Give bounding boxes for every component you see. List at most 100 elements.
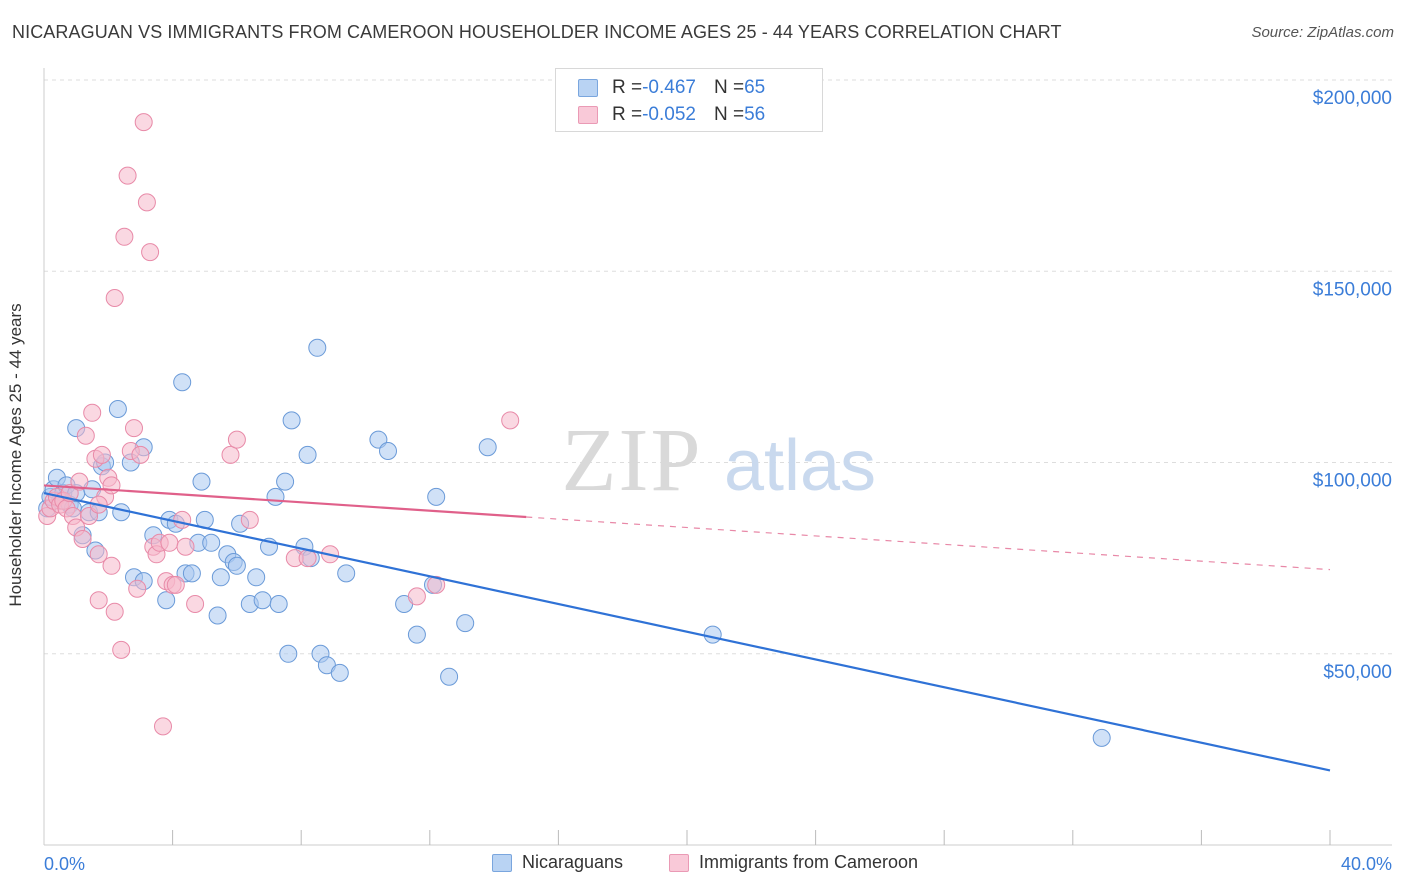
- cameroon-trend-line-extrapolated: [526, 516, 1331, 571]
- cameroon-point-12: [76, 426, 95, 445]
- cameroon-point-46: [221, 445, 240, 464]
- nicaraguans-point-43: [253, 591, 272, 610]
- cameroon-point-11: [73, 530, 92, 548]
- cameroon-point-47: [227, 430, 246, 449]
- nicaraguans-point-65: [456, 614, 475, 633]
- cameroon-point-21: [102, 556, 121, 575]
- nicaraguans-point-19: [112, 503, 131, 522]
- r-label: R =: [612, 104, 643, 125]
- nicaraguans-point-64: [440, 667, 459, 686]
- cameroon-point-43: [173, 510, 192, 529]
- cameroon-point-17: [89, 591, 108, 610]
- y-tick-label-3: $200,000: [1313, 88, 1392, 109]
- series-legend: Nicaraguans Immigrants from Cameroon: [0, 852, 1406, 878]
- cameroon-point-16: [89, 545, 108, 564]
- cameroon-point-52: [407, 587, 426, 606]
- cameroon-point-24: [105, 289, 124, 307]
- watermark-atlas: atlas: [724, 426, 876, 506]
- r-label: R =: [612, 77, 643, 98]
- nicaraguans-point-53: [308, 338, 327, 357]
- y-tick-label-0: $50,000: [1323, 662, 1392, 683]
- axes: [43, 68, 1392, 846]
- cameroon-point-32: [134, 113, 153, 132]
- r-value: -0.052: [642, 104, 696, 125]
- nicaraguans-point-49: [282, 411, 301, 430]
- cameroon-point-14: [83, 403, 102, 422]
- cameroon-point-23: [105, 602, 124, 621]
- cameroon-point-42: [166, 575, 185, 594]
- cameroon-point-10: [70, 472, 89, 491]
- x-tick-label-max: 40.0%: [1341, 854, 1392, 874]
- chart-source: Source: ZipAtlas.com: [1251, 24, 1394, 41]
- cameroon-point-31: [131, 445, 150, 464]
- nicaraguans-point-56: [330, 663, 349, 682]
- watermark: ZIP atlas: [562, 411, 877, 510]
- nicaraguans-point-67: [703, 625, 722, 644]
- nicaraguans-point-30: [182, 564, 201, 583]
- stats-row-nicaraguans: R = -0.467 N = 65: [578, 75, 765, 101]
- y-tick-labels: $50,000 $100,000 $150,000 $200,000: [1313, 88, 1392, 683]
- cameroon-point-38: [154, 717, 172, 736]
- nicaraguans-point-57: [337, 564, 356, 583]
- legend-item-nicaraguans[interactable]: Nicaraguans: [492, 852, 623, 873]
- trend-lines: [43, 484, 1331, 772]
- nicaraguans-point-63: [427, 487, 446, 506]
- cameroon-trend-line: [43, 484, 527, 519]
- nicaraguans-point-48: [279, 644, 298, 663]
- cameroon-point-25: [112, 640, 131, 659]
- legend-label-cameroon: Immigrants from Cameroon: [699, 852, 919, 872]
- nicaraguans-point-34: [202, 533, 221, 552]
- legend-item-cameroon[interactable]: Immigrants from Cameroon: [669, 852, 918, 873]
- cameroon-point-26: [115, 227, 134, 246]
- nicaraguans-swatch: [578, 79, 598, 97]
- nicaraguans-point-68: [1092, 728, 1111, 747]
- cameroon-point-54: [501, 411, 520, 430]
- nicaraguans-point-35: [208, 606, 227, 625]
- nicaraguans-point-32: [192, 472, 211, 491]
- cameroon-point-29: [125, 419, 143, 438]
- cameroon-point-45: [186, 595, 205, 613]
- nicaraguans-legend-swatch: [492, 853, 512, 872]
- nicaraguans-point-28: [173, 373, 192, 392]
- cameroon-point-34: [141, 243, 160, 262]
- cameroon-point-53: [427, 575, 446, 594]
- nicaraguans-point-39: [227, 556, 246, 575]
- chart-title: NICARAGUAN VS IMMIGRANTS FROM CAMEROON H…: [12, 22, 1062, 42]
- nicaraguans-point-51: [298, 445, 317, 464]
- nicaraguans-point-61: [407, 625, 426, 644]
- nicaraguans-point-46: [269, 595, 288, 613]
- cameroon-point-27: [118, 166, 137, 185]
- nicaraguans-point-66: [478, 438, 497, 457]
- nicaraguans-trend-line: [43, 492, 1331, 772]
- stats-row-cameroon: R = -0.052 N = 56: [578, 102, 765, 128]
- nicaraguans-point-42: [247, 568, 266, 587]
- stats-legend: R = -0.467 N = 65 R = -0.052 N = 56: [555, 68, 823, 132]
- cameroon-point-18: [92, 445, 111, 464]
- nicaraguans-points: [38, 338, 1111, 747]
- legend-label-nicaraguans: Nicaraguans: [522, 852, 624, 872]
- r-value: -0.467: [642, 77, 696, 98]
- watermark-zip: ZIP: [562, 411, 703, 510]
- nicaraguans-point-25: [157, 591, 176, 610]
- nicaraguans-point-36: [211, 568, 230, 587]
- n-value: 65: [744, 77, 766, 98]
- nicaraguans-point-47: [276, 472, 295, 491]
- nicaraguans-point-45: [266, 487, 285, 506]
- gridlines: [44, 79, 1392, 655]
- nicaraguans-point-18: [108, 400, 127, 418]
- y-tick-label-2: $150,000: [1313, 279, 1392, 300]
- cameroon-point-30: [128, 579, 147, 598]
- x-tick-label-min: 0.0%: [44, 854, 85, 874]
- y-tick-label-1: $100,000: [1313, 471, 1392, 492]
- n-label: N =: [713, 104, 745, 125]
- y-axis-label: Householder Income Ages 25 - 44 years: [6, 303, 25, 607]
- cameroon-legend-swatch: [669, 853, 689, 872]
- cameroon-point-33: [137, 193, 156, 212]
- x-tick-labels: 0.0% 40.0%: [44, 830, 1392, 874]
- cameroon-swatch: [578, 106, 598, 124]
- cameroon-point-44: [176, 537, 195, 556]
- n-label: N =: [713, 77, 745, 98]
- cameroon-point-40: [160, 533, 179, 552]
- nicaraguans-point-59: [379, 442, 397, 460]
